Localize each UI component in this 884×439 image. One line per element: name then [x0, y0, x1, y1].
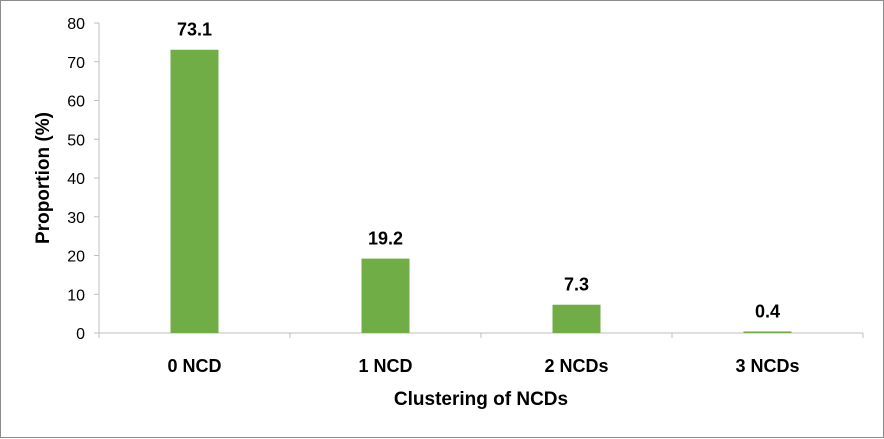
y-tick-label: 30: [67, 210, 85, 227]
x-tick-label: 1 NCD: [358, 356, 412, 376]
y-tick-label: 40: [67, 171, 85, 188]
x-tick-label: 0 NCD: [167, 356, 221, 376]
x-axis: 0 NCD 1 NCD 2 NCDs 3 NCDs: [98, 332, 864, 376]
y-tick-label: 70: [67, 55, 85, 72]
y-tick-label: 50: [67, 132, 85, 149]
y-axis: 0 10 20 30 40 50 60 70 80: [67, 16, 100, 343]
y-tick-label: 20: [67, 249, 85, 266]
bar: [361, 258, 410, 333]
y-tick-label: 60: [67, 94, 85, 111]
bar: [170, 49, 219, 334]
bar: [743, 331, 792, 333]
y-tick-label: 0: [76, 326, 85, 343]
data-label: 0.4: [755, 301, 780, 321]
data-label: 7.3: [564, 275, 589, 295]
bars: [170, 49, 792, 334]
bar: [552, 304, 601, 333]
data-label: 73.1: [177, 20, 212, 40]
x-tick-label: 2 NCDs: [544, 356, 608, 376]
x-axis-title: Clustering of NCDs: [394, 389, 568, 410]
y-tick-label: 10: [67, 287, 85, 304]
y-axis-title: Proportion (%): [33, 112, 54, 244]
data-labels: 73.1 19.2 7.3 0.4: [177, 20, 780, 322]
x-tick-label: 3 NCDs: [735, 356, 799, 376]
data-label: 19.2: [368, 229, 403, 249]
y-tick-label: 80: [67, 16, 85, 33]
